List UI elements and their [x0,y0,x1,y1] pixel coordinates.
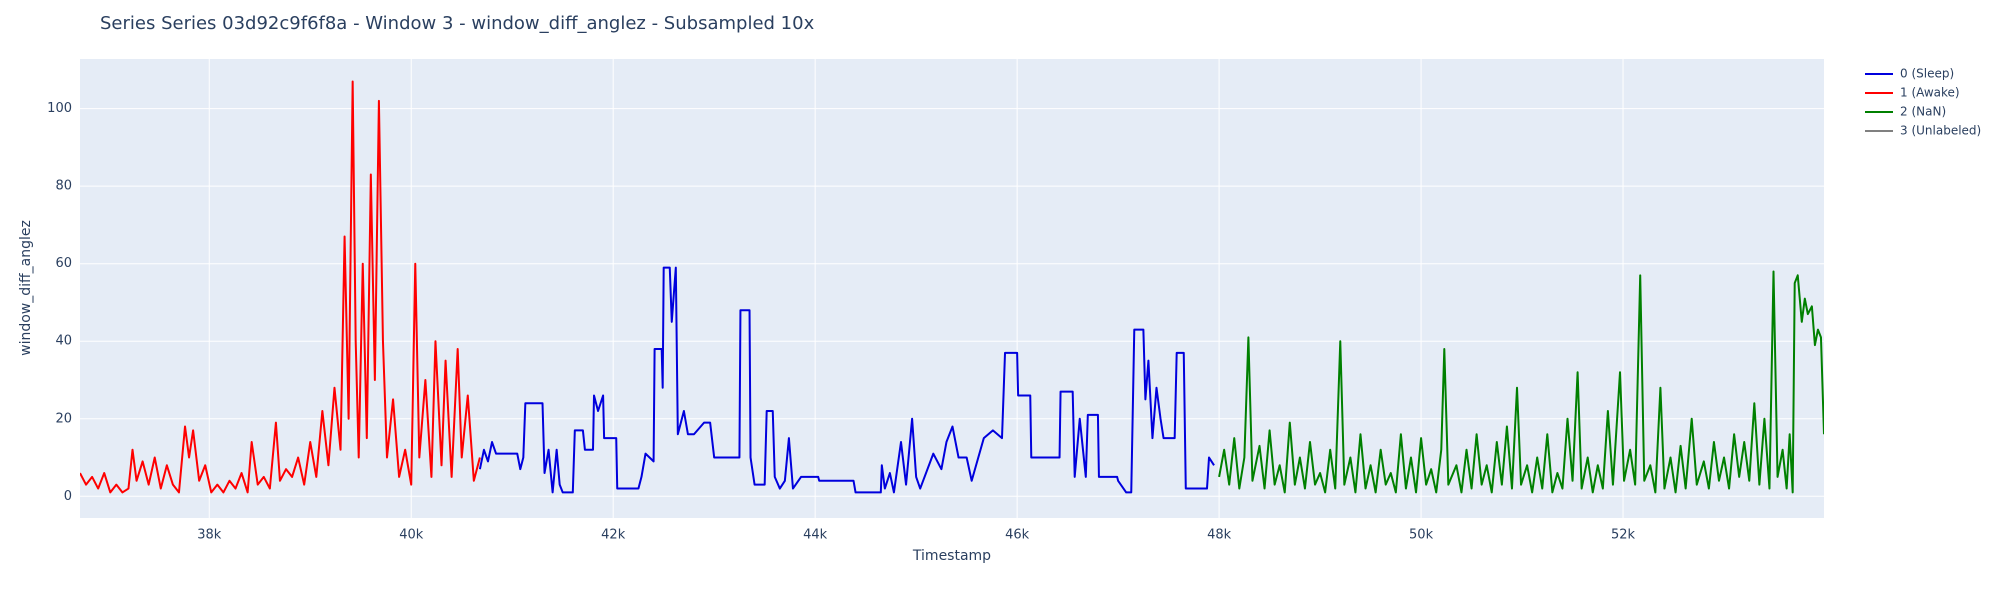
legend-label: 1 (Awake) [1900,86,1960,100]
legend-label: 2 (NaN) [1900,105,1946,119]
x-axis-title: Timestamp [912,548,991,564]
y-tick-label: 20 [55,411,72,426]
x-tick-label: 38k [197,528,222,543]
x-tick-label: 50k [1409,528,1434,543]
plot-background [80,59,1824,518]
chart-title: Series Series 03d92c9f6f8a - Window 3 - … [100,13,815,34]
labels: 0 20 40 60 80 100 38k 40k 42k 44k 46k 48k 50k 52k [47,101,1635,542]
y-axis-title: window_diff_anglez [18,220,34,356]
x-tick-label: 48k [1207,528,1232,543]
y-tick-label: 40 [55,334,72,349]
x-tick-label: 42k [601,528,626,543]
y-tick-label: 60 [55,256,72,271]
legend: 0 (Sleep) 1 (Awake) 2 (NaN) 3 (Unlabeled) [1865,67,1981,138]
y-tick-label: 80 [55,179,72,194]
plot-lines [80,80,1824,494]
legend-label: 0 (Sleep) [1900,67,1954,81]
x-tick-label: 44k [803,528,828,543]
legend-label: 3 (Unlabeled) [1900,124,1981,138]
x-tick-label: 52k [1611,528,1636,543]
series-line [80,80,481,494]
x-tick-label: 46k [1005,528,1030,543]
x-tick-label: 40k [399,528,424,543]
series-line [478,266,1215,494]
y-tick-label: 100 [47,101,72,116]
series-line [1218,270,1824,494]
y-tick-label: 0 [64,489,72,504]
